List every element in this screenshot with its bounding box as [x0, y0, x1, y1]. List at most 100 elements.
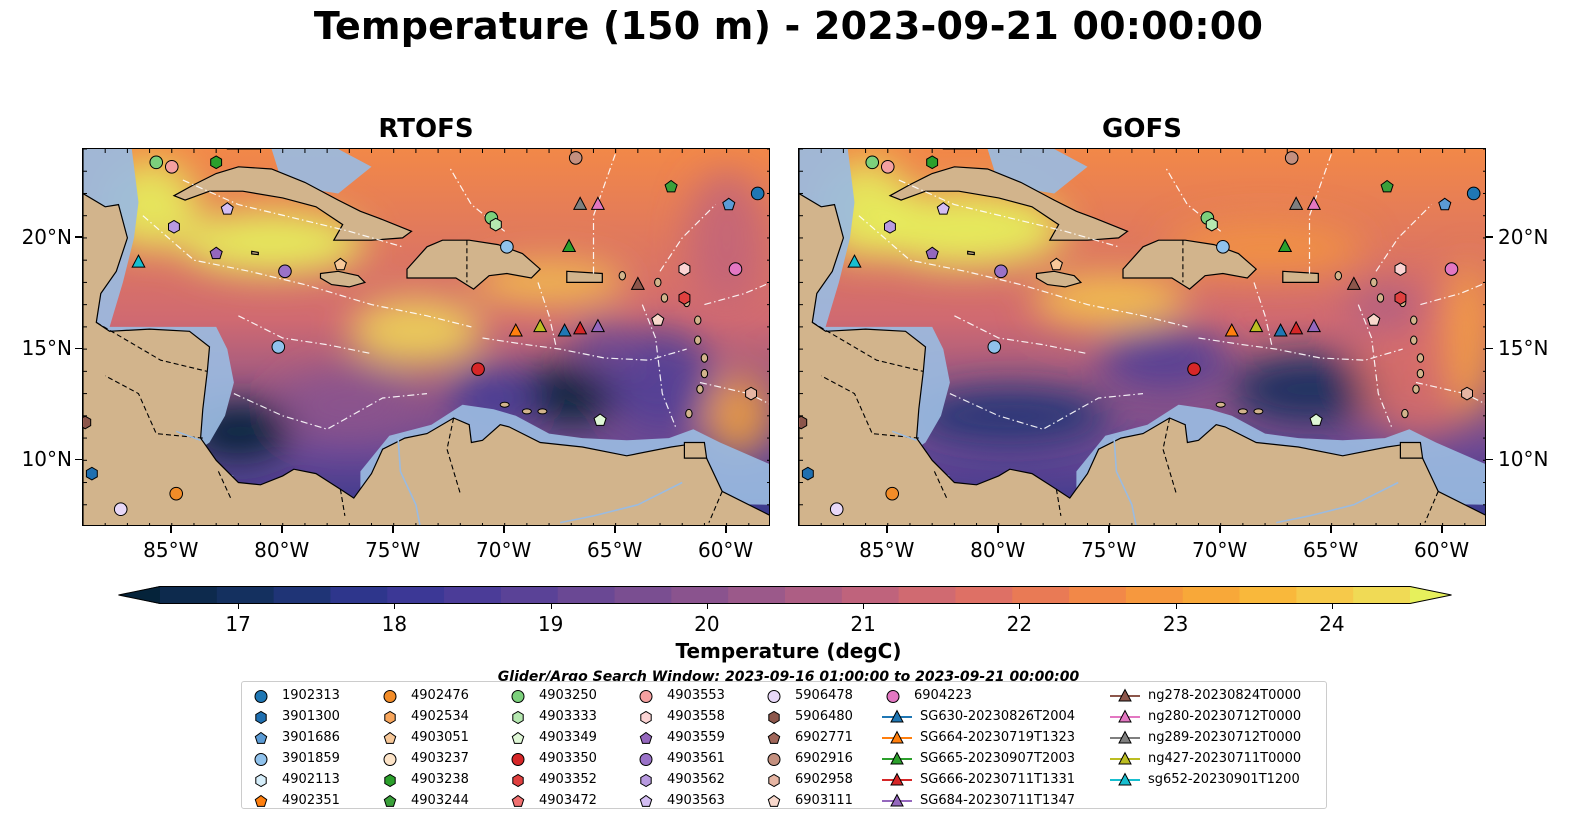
map-marker-circle[interactable]: [271, 340, 286, 354]
legend-item[interactable]: 4903244: [379, 790, 469, 811]
rtofs-temperature-map[interactable]: [82, 148, 770, 526]
map-marker-circle[interactable]: [471, 362, 485, 376]
map-marker-hexagon[interactable]: [1205, 217, 1218, 232]
map-marker-triangle[interactable]: [1277, 238, 1293, 253]
legend-item[interactable]: ng280-20230712T0000: [1110, 706, 1301, 727]
map-marker-pentagon[interactable]: [664, 179, 678, 193]
legend-item[interactable]: 6902916: [763, 748, 853, 769]
map-marker-triangle[interactable]: [1224, 323, 1239, 337]
legend-item[interactable]: SG666-20230711T1331: [882, 769, 1075, 790]
legend-item[interactable]: 3901686: [250, 727, 340, 748]
map-marker-pentagon[interactable]: [651, 313, 665, 326]
map-marker-circle[interactable]: [987, 340, 1002, 354]
map-marker-circle[interactable]: [994, 264, 1008, 279]
legend-item[interactable]: 1902313: [250, 685, 340, 706]
map-marker-pentagon[interactable]: [220, 202, 234, 215]
map-marker-triangle[interactable]: [1289, 196, 1304, 210]
map-marker-triangle[interactable]: [1273, 323, 1288, 337]
legend-item[interactable]: 4903237: [379, 748, 469, 769]
map-marker-triangle[interactable]: [561, 238, 577, 253]
map-marker-circle[interactable]: [865, 155, 880, 170]
map-marker-circle[interactable]: [149, 155, 164, 170]
map-marker-pentagon[interactable]: [722, 197, 736, 211]
map-marker-circle[interactable]: [113, 502, 128, 517]
legend-item[interactable]: 3901859: [250, 748, 340, 769]
map-marker-pentagon[interactable]: [1380, 179, 1394, 193]
map-marker-hexagon[interactable]: [884, 219, 896, 234]
map-marker-triangle[interactable]: [1306, 318, 1322, 333]
map-marker-hexagon[interactable]: [678, 262, 691, 276]
map-marker-triangle[interactable]: [508, 323, 523, 337]
legend-item[interactable]: SG664-20230719T1323: [882, 727, 1075, 748]
map-marker-pentagon[interactable]: [333, 257, 347, 271]
map-marker-pentagon[interactable]: [209, 246, 223, 260]
legend-item[interactable]: ng427-20230711T0000: [1110, 748, 1301, 769]
map-marker-triangle[interactable]: [557, 323, 572, 337]
map-marker-pentagon[interactable]: [936, 202, 950, 215]
map-marker-triangle[interactable]: [131, 254, 146, 268]
map-marker-triangle[interactable]: [1306, 196, 1322, 210]
legend-item[interactable]: 4903333: [507, 706, 597, 727]
legend-item[interactable]: 4903561: [635, 748, 725, 769]
map-marker-circle[interactable]: [500, 240, 514, 254]
legend-item[interactable]: 3901300: [250, 706, 340, 727]
map-marker-circle[interactable]: [728, 262, 743, 276]
map-marker-circle[interactable]: [1187, 362, 1201, 376]
map-marker-circle[interactable]: [1444, 262, 1459, 276]
map-marker-hexagon[interactable]: [678, 291, 691, 305]
legend-item[interactable]: 6902771: [763, 727, 853, 748]
legend-item[interactable]: 4903238: [379, 769, 469, 790]
map-marker-circle[interactable]: [568, 151, 583, 165]
legend-item[interactable]: 4903562: [635, 769, 725, 790]
legend-item[interactable]: 4902113: [250, 769, 340, 790]
map-marker-pentagon[interactable]: [1438, 197, 1452, 211]
map-marker-pentagon[interactable]: [925, 246, 939, 260]
map-marker-hexagon[interactable]: [210, 155, 223, 170]
map-marker-triangle[interactable]: [590, 196, 606, 210]
map-marker-pentagon[interactable]: [1049, 257, 1063, 271]
map-marker-triangle[interactable]: [1346, 276, 1361, 290]
map-marker-circle[interactable]: [880, 159, 895, 174]
map-marker-triangle[interactable]: [630, 276, 645, 290]
map-marker-hexagon[interactable]: [85, 466, 98, 481]
map-marker-triangle[interactable]: [573, 196, 588, 210]
map-marker-hexagon[interactable]: [1394, 262, 1407, 276]
legend-item[interactable]: 4902534: [379, 706, 469, 727]
map-marker-circle[interactable]: [164, 159, 179, 174]
map-marker-triangle[interactable]: [847, 254, 862, 268]
legend-item[interactable]: 4903558: [635, 706, 725, 727]
legend-item[interactable]: 4903349: [507, 727, 597, 748]
legend-item[interactable]: sg652-20230901T1200: [1110, 769, 1301, 790]
legend-item[interactable]: 6902958: [763, 769, 853, 790]
legend-item[interactable]: 4903563: [635, 790, 725, 811]
legend-item[interactable]: 4903559: [635, 727, 725, 748]
map-marker-hexagon[interactable]: [1394, 291, 1407, 305]
map-marker-hexagon[interactable]: [168, 219, 180, 234]
map-marker-circle[interactable]: [829, 502, 844, 517]
map-marker-hexagon[interactable]: [745, 386, 757, 401]
legend-item[interactable]: 4903352: [507, 769, 597, 790]
legend-item[interactable]: 5906480: [763, 706, 853, 727]
map-marker-hexagon[interactable]: [926, 155, 939, 170]
legend-item[interactable]: SG665-20230907T2003: [882, 748, 1075, 769]
gofs-temperature-map[interactable]: [798, 148, 1486, 526]
map-marker-circle[interactable]: [750, 186, 765, 201]
legend-item[interactable]: SG684-20230711T1347: [882, 790, 1075, 811]
map-marker-hexagon[interactable]: [1461, 386, 1473, 401]
map-marker-circle[interactable]: [169, 486, 184, 501]
map-marker-circle[interactable]: [1466, 186, 1481, 201]
map-marker-triangle[interactable]: [1249, 318, 1264, 333]
map-marker-triangle[interactable]: [573, 320, 588, 335]
legend-item[interactable]: 5906478: [763, 685, 853, 706]
legend-item[interactable]: ng289-20230712T0000: [1110, 727, 1301, 748]
legend-item[interactable]: 4903472: [507, 790, 597, 811]
map-marker-circle[interactable]: [885, 486, 900, 501]
legend-item[interactable]: 4903051: [379, 727, 469, 748]
map-marker-hexagon[interactable]: [801, 466, 814, 481]
legend-item[interactable]: 4902351: [250, 790, 340, 811]
map-marker-triangle[interactable]: [533, 318, 548, 333]
map-marker-triangle[interactable]: [1289, 320, 1304, 335]
legend-item[interactable]: 4903350: [507, 748, 597, 769]
legend-item[interactable]: 4902476: [379, 685, 469, 706]
legend-item[interactable]: 4903553: [635, 685, 725, 706]
